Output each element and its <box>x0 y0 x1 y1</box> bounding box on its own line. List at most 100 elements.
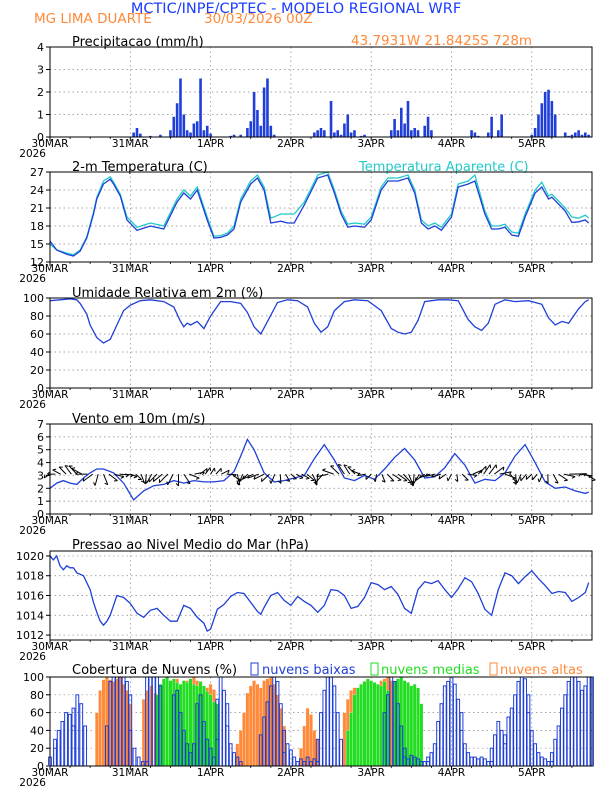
wind-barb <box>585 473 596 481</box>
precip-xtick-label: 2APR <box>277 138 305 150</box>
cloud-bar-low <box>228 743 233 767</box>
wind-barb-flag <box>316 473 320 478</box>
wind-barb <box>270 473 276 484</box>
cloud-bar-low <box>519 676 524 767</box>
wind-barb-flag <box>175 483 179 487</box>
rh-year-label: 2026 <box>19 399 46 411</box>
cloud-bar-low <box>536 752 541 767</box>
wind-barb <box>279 474 282 484</box>
precip-bar <box>199 78 202 137</box>
wind-barb <box>71 468 83 475</box>
wind-barb-flag <box>64 465 69 467</box>
wind-barb-flag <box>227 469 230 474</box>
cloud-bar-low <box>573 676 578 767</box>
precip-bar <box>416 130 420 137</box>
wind-barb <box>461 473 469 481</box>
cloud-bar-high <box>95 712 99 767</box>
pressure-xtick-label: 31MAR <box>112 641 149 653</box>
pressure-ytick-label: 1018 <box>16 570 44 583</box>
wind-barb-flag <box>213 467 216 472</box>
precip-ytick-label: 1 <box>37 109 44 122</box>
cloud-bar-mid <box>376 683 380 767</box>
cloud-bar-low <box>322 689 327 767</box>
cloud-bar-low <box>556 725 561 767</box>
cloud-bar-mid <box>345 730 350 767</box>
wind-barb <box>290 473 297 480</box>
precip-bar <box>192 123 196 137</box>
pressure-frame <box>49 550 593 641</box>
wind-barb <box>82 473 94 482</box>
legend-high-label: nuvens altas <box>500 663 583 678</box>
precip-frame <box>49 46 593 138</box>
wind-barb <box>365 473 372 480</box>
precip-bar <box>540 103 544 137</box>
wind-barb <box>520 473 527 482</box>
precip-bar <box>182 114 186 137</box>
cloud-bar-mid <box>412 683 417 767</box>
wind-barb-flag <box>278 480 282 484</box>
cloud-bar-mid <box>379 685 384 767</box>
cloud-bar-low <box>292 756 297 767</box>
wind-barb-flag <box>145 479 147 484</box>
precip-bar <box>403 123 406 137</box>
wind-barb <box>330 465 340 475</box>
cloud-bar-mid <box>349 712 353 767</box>
precip-bar <box>476 135 480 137</box>
precip-bar <box>346 114 350 137</box>
wind-barb-flag <box>454 478 459 482</box>
precip-bar <box>349 132 353 137</box>
cloud-bar-high <box>98 690 102 767</box>
cloud-bar-low <box>559 707 564 767</box>
cloud-bar-low <box>580 689 584 767</box>
pressure-xtick-label: 2APR <box>277 641 305 653</box>
cloud-bar-low <box>452 683 457 767</box>
cloud-bar-low <box>64 712 68 767</box>
station-coords: 43.7931W 21.8425S 728m <box>351 33 532 49</box>
precip-xtick-label: 30MAR <box>32 138 69 150</box>
wind-barb <box>412 473 420 485</box>
pressure-line <box>49 554 590 633</box>
precip-bar <box>262 87 266 137</box>
wind-barb-flag <box>142 480 146 485</box>
wind-barb <box>316 473 329 478</box>
cloud-bar-low <box>513 694 517 767</box>
precip-bar <box>577 130 580 137</box>
wind-barb-flag <box>242 475 245 480</box>
wind-barb-flag <box>508 471 512 475</box>
precip-bar <box>543 92 547 137</box>
precip-bar <box>232 134 236 137</box>
cloud-bar-low <box>339 738 343 767</box>
temp-ytick-label: 18 <box>30 220 44 233</box>
cloud-bar-low <box>422 761 427 767</box>
cloud-bar-low <box>496 721 501 767</box>
rh-xtick-label: 5APR <box>518 389 546 401</box>
wind-barb <box>285 473 291 482</box>
rh-ytick-label: 20 <box>30 364 44 377</box>
wind-barb <box>237 473 244 486</box>
wind-barb <box>253 473 265 480</box>
precip-bar <box>172 116 176 137</box>
precip-bar <box>584 132 587 137</box>
cloud-bar-low <box>546 761 551 767</box>
cloud-bar-low <box>583 685 588 767</box>
wind-barb-flag <box>513 481 517 485</box>
wind-barb-flag <box>424 473 428 477</box>
wind-barb-flag <box>545 480 549 484</box>
rh-xtick-label: 2APR <box>277 389 305 401</box>
wind-barb-flag <box>591 479 596 482</box>
cloud-bar-low <box>466 752 471 767</box>
cloud-bar-high <box>252 680 256 767</box>
pressure-xtick-label: 4APR <box>438 641 466 653</box>
clouds-ytick-label: 20 <box>30 742 44 755</box>
wind-xtick-label: 2APR <box>277 515 305 527</box>
precip-bar <box>149 135 152 137</box>
precip-bar <box>410 130 413 137</box>
rh-title: Umidade Relativa em 2m (%) <box>72 286 263 301</box>
precip-bar <box>202 130 206 137</box>
precip-bar <box>389 130 393 137</box>
cloud-bar-low <box>442 685 447 767</box>
precip-title: Precipitacao (mm/h) <box>72 35 204 50</box>
cloud-bar-low <box>432 743 437 767</box>
cloud-bar-low <box>335 712 340 767</box>
cloud-bar-low <box>218 676 223 767</box>
